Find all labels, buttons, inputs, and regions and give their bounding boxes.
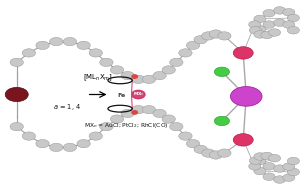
Circle shape xyxy=(162,66,175,74)
Circle shape xyxy=(50,143,63,152)
Circle shape xyxy=(287,157,299,165)
Circle shape xyxy=(194,36,207,44)
Circle shape xyxy=(132,75,145,84)
Circle shape xyxy=(274,165,286,172)
Circle shape xyxy=(261,152,273,160)
Circle shape xyxy=(254,26,266,33)
Circle shape xyxy=(153,71,166,80)
Circle shape xyxy=(89,49,102,57)
Circle shape xyxy=(283,9,295,16)
Circle shape xyxy=(263,163,275,170)
Circle shape xyxy=(214,116,230,126)
Circle shape xyxy=(77,41,90,50)
Circle shape xyxy=(254,15,266,23)
Circle shape xyxy=(254,31,266,38)
Circle shape xyxy=(132,75,137,78)
Circle shape xyxy=(22,132,36,140)
Circle shape xyxy=(214,67,230,77)
Circle shape xyxy=(263,173,275,180)
Text: MX$_n$: MX$_n$ xyxy=(133,91,144,98)
Circle shape xyxy=(287,168,299,176)
Circle shape xyxy=(132,105,145,114)
Circle shape xyxy=(233,47,253,59)
Circle shape xyxy=(274,19,286,26)
Circle shape xyxy=(10,58,23,67)
Circle shape xyxy=(249,26,261,34)
Circle shape xyxy=(283,21,295,28)
Circle shape xyxy=(263,21,275,28)
Circle shape xyxy=(77,139,90,148)
Circle shape xyxy=(218,149,231,157)
Circle shape xyxy=(254,153,266,160)
Circle shape xyxy=(100,122,113,131)
Circle shape xyxy=(274,7,286,14)
Circle shape xyxy=(249,21,261,28)
Circle shape xyxy=(110,115,124,123)
Circle shape xyxy=(153,109,166,118)
Circle shape xyxy=(100,58,113,67)
Circle shape xyxy=(186,41,200,50)
Circle shape xyxy=(50,37,63,46)
Circle shape xyxy=(218,32,231,40)
Circle shape xyxy=(63,143,77,152)
Text: [ML$_n$X$_m$]: [ML$_n$X$_m$] xyxy=(83,73,113,83)
Circle shape xyxy=(233,134,253,146)
Circle shape xyxy=(121,71,134,80)
Circle shape xyxy=(162,115,175,123)
Circle shape xyxy=(209,30,223,38)
Text: Fe: Fe xyxy=(117,93,126,98)
Circle shape xyxy=(132,90,145,99)
Circle shape xyxy=(209,151,223,159)
Circle shape xyxy=(249,163,261,170)
Circle shape xyxy=(194,145,207,153)
Circle shape xyxy=(254,157,266,165)
Circle shape xyxy=(22,49,36,57)
Circle shape xyxy=(132,111,137,114)
Circle shape xyxy=(287,14,299,22)
Circle shape xyxy=(121,109,134,118)
Circle shape xyxy=(110,66,124,74)
Circle shape xyxy=(10,122,23,131)
Circle shape xyxy=(179,132,192,140)
Text: MX$_n$ = AuCl; PtCl$_2$; RhCl(CO): MX$_n$ = AuCl; PtCl$_2$; RhCl(CO) xyxy=(84,121,168,130)
Circle shape xyxy=(202,149,215,157)
Circle shape xyxy=(142,75,156,84)
Circle shape xyxy=(186,139,200,148)
Circle shape xyxy=(170,58,183,67)
Circle shape xyxy=(287,26,299,34)
Circle shape xyxy=(249,157,261,164)
Circle shape xyxy=(283,174,295,181)
Circle shape xyxy=(179,49,192,57)
Circle shape xyxy=(263,9,275,17)
Circle shape xyxy=(36,139,49,148)
Text: $a$ = 1, 4: $a$ = 1, 4 xyxy=(53,102,81,112)
Circle shape xyxy=(5,87,28,102)
Circle shape xyxy=(274,176,286,183)
Circle shape xyxy=(268,29,281,36)
Circle shape xyxy=(268,154,281,162)
Circle shape xyxy=(63,37,77,46)
Circle shape xyxy=(36,41,49,50)
Circle shape xyxy=(142,105,156,114)
Circle shape xyxy=(283,163,295,170)
Circle shape xyxy=(230,87,262,106)
Circle shape xyxy=(170,122,183,131)
Circle shape xyxy=(261,31,273,39)
Circle shape xyxy=(202,32,215,40)
Circle shape xyxy=(254,167,266,175)
Circle shape xyxy=(89,132,102,140)
